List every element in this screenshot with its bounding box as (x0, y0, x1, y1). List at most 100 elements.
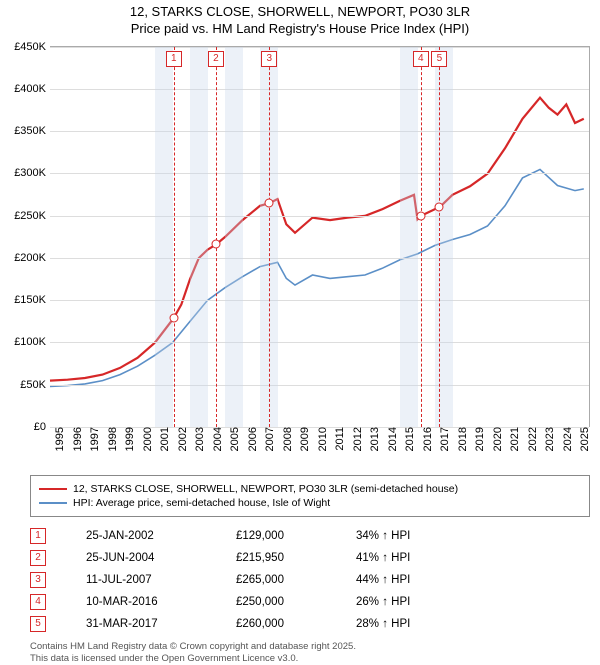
sale-price: £129,000 (236, 530, 356, 542)
sale-diff: 34% ↑ HPI (356, 530, 590, 542)
x-tick-label: 2005 (225, 427, 241, 451)
sale-dot (211, 240, 220, 249)
x-tick-label: 2008 (278, 427, 294, 451)
title-block: 12, STARKS CLOSE, SHORWELL, NEWPORT, PO3… (0, 0, 600, 38)
sale-number-box: 2 (30, 550, 46, 566)
y-tick-label: £200K (14, 252, 50, 264)
x-tick-label: 2007 (260, 427, 276, 451)
sale-dash (269, 47, 270, 427)
y-tick-label: £400K (14, 83, 50, 95)
x-tick-label: 2021 (505, 427, 521, 451)
x-tick-label: 2024 (558, 427, 574, 451)
sales-row: 1 25-JAN-2002£129,00034% ↑ HPI (30, 525, 590, 547)
x-tick-label: 2017 (435, 427, 451, 451)
sale-diff: 26% ↑ HPI (356, 596, 590, 608)
x-tick-label: 2013 (365, 427, 381, 451)
legend: 12, STARKS CLOSE, SHORWELL, NEWPORT, PO3… (30, 475, 590, 517)
legend-row: 12, STARKS CLOSE, SHORWELL, NEWPORT, PO3… (39, 482, 581, 496)
x-tick-label: 2016 (418, 427, 434, 451)
x-tick-label: 2001 (155, 427, 171, 451)
year-band (155, 47, 173, 427)
year-band (190, 47, 208, 427)
x-tick-label: 2015 (400, 427, 416, 451)
sale-date: 31-MAR-2017 (86, 618, 236, 630)
x-tick-label: 1996 (68, 427, 84, 451)
x-tick-label: 2009 (295, 427, 311, 451)
gridline-h (50, 342, 589, 343)
y-tick-label: £450K (14, 41, 50, 53)
legend-label: HPI: Average price, semi-detached house,… (73, 497, 330, 509)
y-tick-label: £250K (14, 210, 50, 222)
sale-number-box: 3 (30, 572, 46, 588)
x-tick-label: 1995 (50, 427, 66, 451)
sale-marker-number: 5 (431, 51, 447, 67)
sale-marker-number: 2 (208, 51, 224, 67)
sale-diff: 28% ↑ HPI (356, 618, 590, 630)
sale-date: 10-MAR-2016 (86, 596, 236, 608)
sale-date: 25-JUN-2004 (86, 552, 236, 564)
gridline-h (50, 258, 589, 259)
x-tick-label: 2014 (383, 427, 399, 451)
sale-number-box: 5 (30, 616, 46, 632)
sale-dash (439, 47, 440, 427)
gridline-h (50, 300, 589, 301)
gridline-h (50, 47, 589, 48)
x-tick-label: 2010 (313, 427, 329, 451)
title-line-1: 12, STARKS CLOSE, SHORWELL, NEWPORT, PO3… (0, 4, 600, 21)
x-tick-label: 2022 (523, 427, 539, 451)
x-tick-label: 1999 (120, 427, 136, 451)
year-band (435, 47, 453, 427)
sale-price: £250,000 (236, 596, 356, 608)
sale-marker-number: 1 (166, 51, 182, 67)
y-tick-label: £100K (14, 336, 50, 348)
chart-container: 12, STARKS CLOSE, SHORWELL, NEWPORT, PO3… (0, 0, 600, 650)
year-band (225, 47, 243, 427)
price-paid-line (50, 97, 584, 380)
legend-swatch (39, 488, 67, 490)
gridline-h (50, 216, 589, 217)
sales-row: 225-JUN-2004£215,95041% ↑ HPI (30, 547, 590, 569)
chart-svg (50, 47, 589, 427)
x-tick-label: 2020 (488, 427, 504, 451)
legend-row: HPI: Average price, semi-detached house,… (39, 496, 581, 510)
sale-dot (169, 313, 178, 322)
sale-number-box: 1 (30, 528, 46, 544)
sales-row: 5 31-MAR-2017£260,00028% ↑ HPI (30, 613, 590, 635)
x-tick-label: 2025 (575, 427, 591, 451)
sales-table: 1 25-JAN-2002£129,00034% ↑ HPI 2 25-JUN-200… (30, 525, 590, 635)
hpi-line (50, 169, 584, 386)
x-tick-label: 2011 (330, 427, 346, 451)
y-tick-label: £350K (14, 125, 50, 137)
chart-plot-area: £0£50K£100K£150K£200K£250K£300K£350K£400… (50, 46, 590, 427)
sale-date: 25-JAN-2002 (86, 530, 236, 542)
sale-price: £260,000 (236, 618, 356, 630)
x-tick-label: 2004 (208, 427, 224, 451)
footer-line-2: This data is licensed under the Open Gov… (30, 653, 590, 665)
footer-line-1: Contains HM Land Registry data © Crown c… (30, 641, 590, 653)
sale-dot (416, 211, 425, 220)
sales-row: 311-JUL-2007£265,00044% ↑ HPI (30, 569, 590, 591)
x-tick-label: 2018 (453, 427, 469, 451)
year-band (400, 47, 418, 427)
sale-diff: 44% ↑ HPI (356, 574, 590, 586)
x-tick-label: 2006 (243, 427, 259, 451)
sale-dot (435, 203, 444, 212)
x-tick-label: 2003 (190, 427, 206, 451)
x-tick-label: 2002 (173, 427, 189, 451)
sale-marker-number: 3 (261, 51, 277, 67)
x-tick-label: 2012 (348, 427, 364, 451)
sale-dot (265, 199, 274, 208)
legend-swatch (39, 502, 67, 504)
title-line-2: Price paid vs. HM Land Registry's House … (0, 21, 600, 38)
sale-number-box: 4 (30, 594, 46, 610)
sale-marker-number: 4 (413, 51, 429, 67)
y-tick-label: £50K (20, 379, 50, 391)
sale-dash (174, 47, 175, 427)
sale-diff: 41% ↑ HPI (356, 552, 590, 564)
x-tick-label: 1998 (103, 427, 119, 451)
legend-label: 12, STARKS CLOSE, SHORWELL, NEWPORT, PO3… (73, 483, 458, 495)
y-tick-label: £300K (14, 167, 50, 179)
y-tick-label: £150K (14, 294, 50, 306)
gridline-h (50, 385, 589, 386)
sales-row: 4 10-MAR-2016£250,00026% ↑ HPI (30, 591, 590, 613)
